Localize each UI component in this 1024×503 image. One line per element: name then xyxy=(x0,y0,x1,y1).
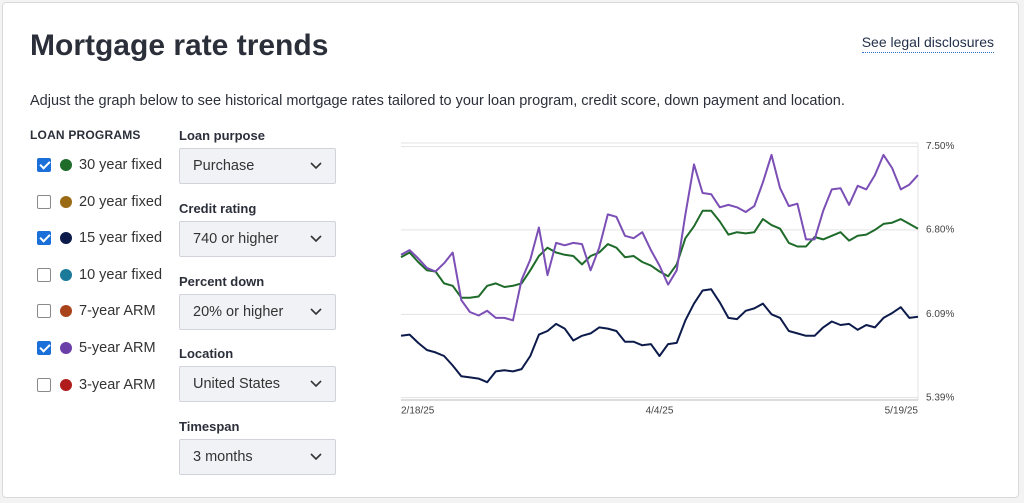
chevron xyxy=(310,235,322,242)
filter-label: Credit rating xyxy=(179,200,257,216)
rate-line xyxy=(400,288,919,384)
color-dot xyxy=(60,195,72,208)
color-dot xyxy=(60,232,72,245)
color-dot xyxy=(60,268,72,281)
color-dot xyxy=(60,378,72,391)
dropdown[interactable]: 3 months xyxy=(179,439,336,476)
card: Mortgage rate trends See legal disclosur… xyxy=(2,2,1019,498)
filter-label: Loan purpose xyxy=(179,128,265,143)
option-label: 5-year ARM xyxy=(79,340,156,356)
checkbox[interactable] xyxy=(37,158,51,172)
dropdown[interactable]: United States xyxy=(179,366,336,403)
option-label: 10 year fixed xyxy=(79,266,163,283)
option-label: 3-year ARM xyxy=(79,376,156,393)
chevron xyxy=(310,308,322,315)
x-tick-label: 2/18/25 xyxy=(401,406,435,417)
loan-program-option[interactable]: 7-year ARM xyxy=(37,301,156,321)
option-label: 30 year fixed xyxy=(79,157,163,173)
x-tick-label: 4/4/25 xyxy=(646,406,674,417)
dropdown-value: Purchase xyxy=(193,158,255,174)
loan-program-option[interactable]: 5-year ARM xyxy=(37,338,156,358)
loan-program-option[interactable]: 15 year fixed xyxy=(37,228,162,248)
option-label: 15 year fixed xyxy=(79,230,163,247)
loan-program-option[interactable]: 30 year fixed xyxy=(37,155,162,175)
loan-program-option[interactable]: 10 year fixed xyxy=(37,265,162,285)
page-title: Mortgage rate trends xyxy=(30,29,329,62)
dropdown-value: United States xyxy=(193,376,281,393)
rate-line xyxy=(400,209,919,299)
x-tick-label: 5/19/25 xyxy=(885,406,919,417)
option-label: 20 year fixed xyxy=(79,193,163,210)
dropdown-value: 20% or higher xyxy=(193,303,284,320)
loan-program-option[interactable]: 20 year fixed xyxy=(37,192,162,212)
rate-line xyxy=(400,153,919,322)
checkbox[interactable] xyxy=(37,341,51,355)
description: Adjust the graph below to see historical… xyxy=(30,93,845,109)
y-tick-label: 6.80% xyxy=(926,224,954,235)
filter-label: Percent down xyxy=(179,273,265,289)
loan-programs-heading: LOAN PROGRAMS xyxy=(30,128,141,142)
legal-disclosures-link[interactable]: See legal disclosures xyxy=(861,34,994,53)
color-dot xyxy=(60,159,72,171)
color-dot xyxy=(60,305,72,318)
dropdown[interactable]: 740 or higher xyxy=(179,220,336,257)
chevron xyxy=(310,380,322,388)
y-tick-label: 7.50% xyxy=(926,141,954,152)
checkbox[interactable] xyxy=(37,304,51,319)
checkbox[interactable] xyxy=(37,267,51,282)
filter-label: Location xyxy=(179,346,234,362)
dropdown[interactable]: Purchase xyxy=(179,148,336,184)
loan-program-option[interactable]: 3-year ARM xyxy=(37,375,156,395)
dropdown-value: 3 months xyxy=(193,449,253,466)
checkbox[interactable] xyxy=(37,231,51,246)
color-dot xyxy=(60,342,72,354)
y-tick-label: 6.09% xyxy=(926,309,954,320)
checkbox[interactable] xyxy=(37,194,51,209)
dropdown[interactable]: 20% or higher xyxy=(179,293,336,330)
checkbox[interactable] xyxy=(37,377,51,392)
chevron xyxy=(310,162,322,170)
dropdown-value: 740 or higher xyxy=(193,230,279,247)
filter-label: Timespan xyxy=(179,419,240,435)
chevron xyxy=(310,453,322,461)
option-label: 7-year ARM xyxy=(79,303,156,320)
y-tick-label: 5.39% xyxy=(926,392,954,403)
